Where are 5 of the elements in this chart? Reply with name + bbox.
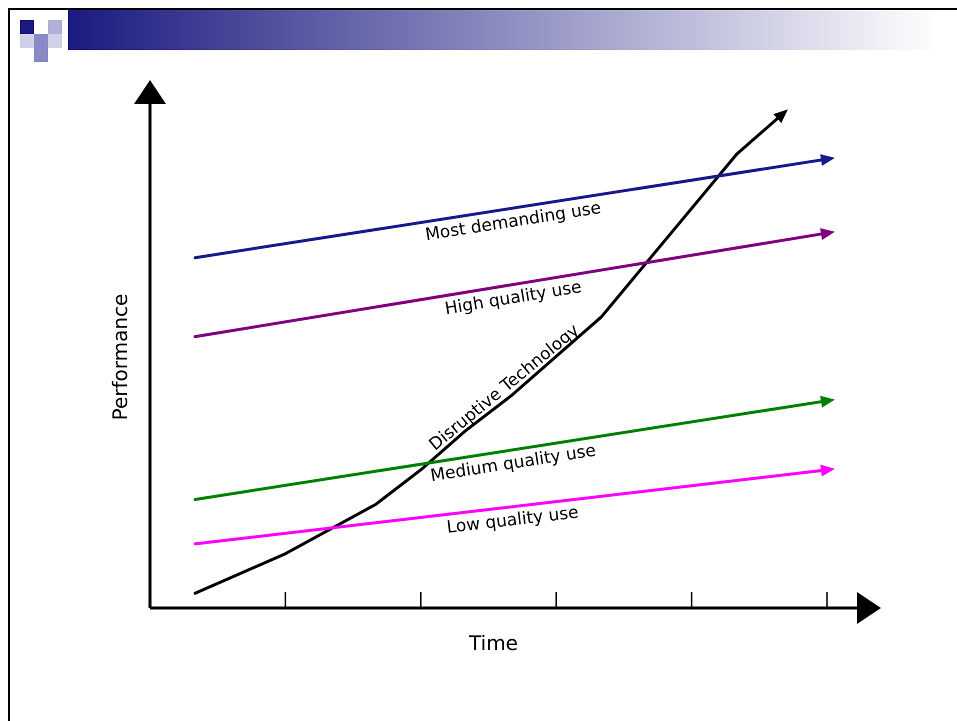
y-axis-title: Performance — [108, 294, 132, 420]
text: Most demanding use — [424, 198, 602, 246]
text: Low quality use — [446, 502, 580, 538]
text: High quality use — [443, 277, 584, 320]
x-axis-title: Time — [468, 631, 518, 656]
